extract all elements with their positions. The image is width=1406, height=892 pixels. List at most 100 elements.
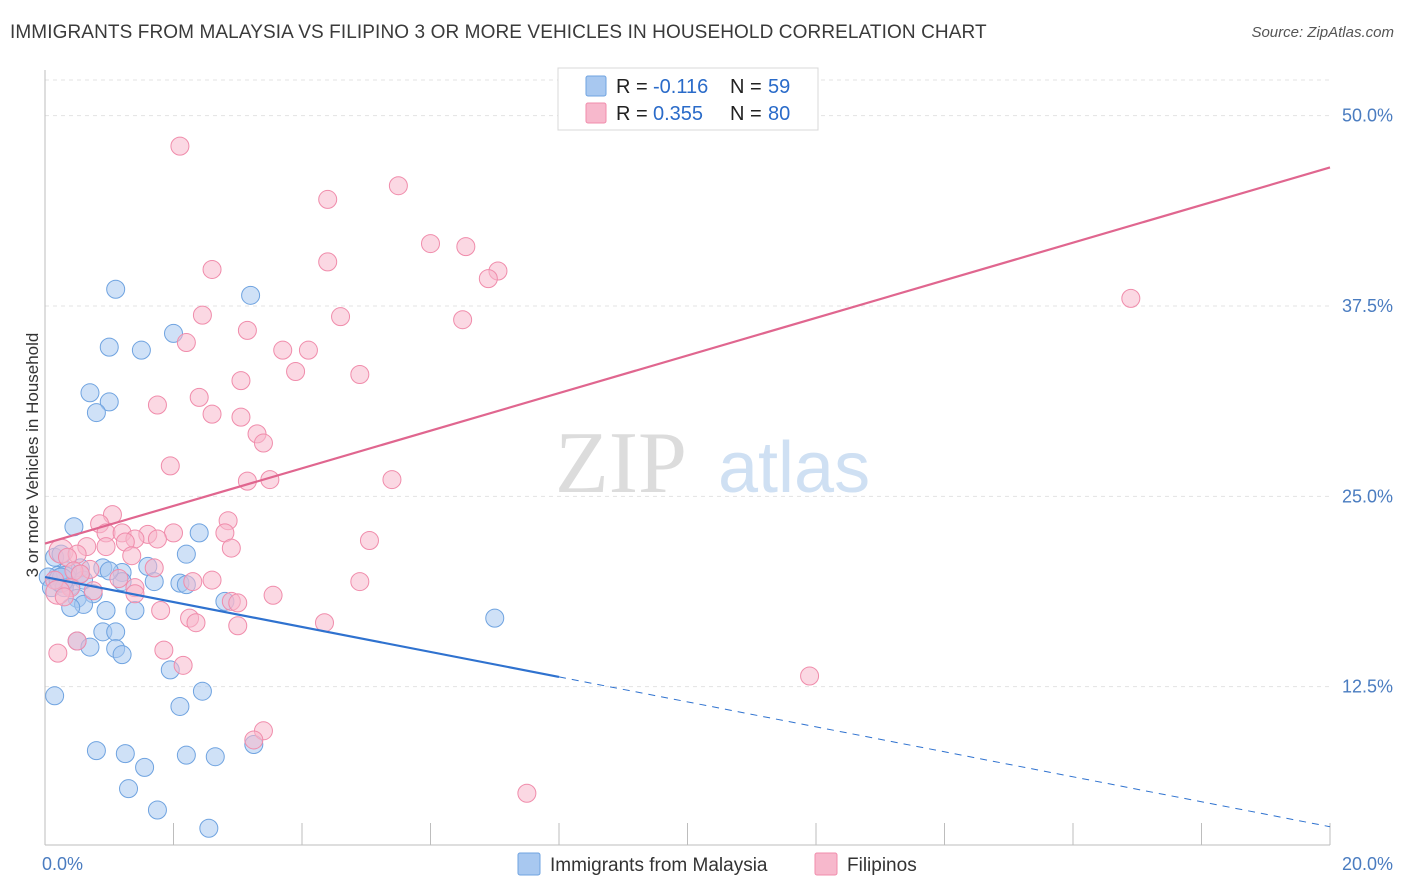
- point-filipinos-27: [237, 471, 257, 491]
- point-filipinos-1: [388, 176, 408, 196]
- point-filipinos-18: [350, 365, 370, 385]
- legend: R = -0.116 N = 59 R = 0.355 N = 80: [557, 67, 819, 131]
- point-filipinos-72: [48, 643, 68, 663]
- point-filipinos-5: [202, 259, 222, 279]
- point-filipinos-26: [160, 456, 180, 476]
- y-axis-label: 3 or more Vehicles in Household: [23, 333, 42, 578]
- point-filipinos-12: [453, 310, 473, 330]
- point-filipinos-15: [273, 340, 293, 360]
- legend-r-value-filipinos: 0.355: [653, 103, 703, 125]
- legend-r-label-malaysia: R =: [616, 76, 648, 98]
- trend-line-filipinos: [44, 166, 1331, 545]
- point-malaysia-3: [99, 337, 119, 357]
- point-filipinos-29: [382, 470, 402, 490]
- trend-line-malaysia: [44, 575, 560, 678]
- point-filipinos-22: [202, 404, 222, 424]
- legend-swatch-filipinos: [585, 102, 607, 124]
- point-filipinos-9: [1121, 288, 1141, 308]
- point-filipinos-62: [54, 587, 74, 607]
- point-filipinos-16: [298, 340, 318, 360]
- point-filipinos-6: [318, 252, 338, 272]
- point-filipinos-44: [221, 538, 241, 558]
- axes: [44, 70, 1331, 846]
- point-filipinos-10: [192, 305, 212, 325]
- point-malaysia-49: [176, 745, 196, 765]
- point-malaysia-9: [189, 523, 209, 543]
- point-filipinos-49: [144, 558, 164, 578]
- point-malaysia-4: [131, 340, 151, 360]
- point-filipinos-65: [151, 601, 171, 621]
- legend-n-label-filipinos: N =: [730, 103, 762, 125]
- point-filipinos-19: [231, 371, 251, 391]
- point-malaysia-52: [119, 779, 139, 799]
- point-filipinos-17: [286, 361, 306, 381]
- chart-title: IMMIGRANTS FROM MALAYSIA VS FILIPINO 3 O…: [10, 22, 987, 43]
- source-credit: Source: ZipAtlas.com: [1251, 24, 1394, 41]
- point-filipinos-39: [147, 529, 167, 549]
- point-malaysia-2: [164, 323, 183, 343]
- point-malaysia-45: [485, 608, 505, 628]
- watermark: ZIP atlas: [555, 415, 870, 512]
- point-filipinos-36: [164, 523, 183, 543]
- point-malaysia-42: [192, 681, 212, 701]
- point-filipinos-64: [263, 585, 283, 605]
- y-tick-label-2: 37.5%: [1342, 296, 1393, 316]
- series-label-filipinos: Filipinos: [847, 855, 917, 876]
- legend-r-label-filipinos: R =: [616, 103, 648, 125]
- tick-labels: 12.5% 25.0% 37.5% 50.0% 0.0% 20.0%: [42, 106, 1393, 874]
- x-tick-label-0: 0.0%: [42, 854, 83, 874]
- point-filipinos-79: [202, 570, 222, 590]
- point-filipinos-13: [237, 320, 257, 340]
- point-malaysia-33: [96, 601, 116, 621]
- watermark-zip: ZIP: [555, 415, 687, 512]
- point-filipinos-77: [517, 783, 537, 803]
- point-filipinos-71: [67, 631, 87, 651]
- legend-n-value-filipinos: 80: [768, 103, 790, 125]
- legend-r-value-malaysia: -0.116: [653, 76, 708, 98]
- data-points: [38, 136, 1141, 838]
- y-tick-label-3: 50.0%: [1342, 106, 1393, 126]
- point-filipinos-20: [189, 387, 209, 407]
- point-filipinos-11: [331, 307, 351, 327]
- point-malaysia-34: [125, 601, 145, 621]
- point-filipinos-76: [244, 730, 264, 750]
- point-malaysia-54: [199, 818, 219, 838]
- point-filipinos-4: [456, 237, 476, 257]
- trend-line-malaysia-projection: [558, 676, 1331, 828]
- point-filipinos-41: [359, 530, 379, 550]
- point-malaysia-51: [135, 757, 155, 777]
- point-malaysia-0: [106, 279, 126, 299]
- point-malaysia-43: [45, 686, 65, 706]
- point-filipinos-73: [173, 655, 193, 675]
- point-filipinos-3: [421, 234, 440, 254]
- point-filipinos-14: [176, 333, 196, 353]
- y-tick-label-0: 12.5%: [1342, 677, 1393, 697]
- point-malaysia-10: [176, 544, 196, 564]
- point-filipinos-67: [186, 613, 206, 633]
- point-malaysia-1: [241, 285, 261, 305]
- point-malaysia-53: [147, 800, 167, 820]
- point-malaysia-48: [115, 744, 135, 764]
- point-malaysia-47: [86, 741, 106, 761]
- legend-n-value-malaysia: 59: [768, 76, 790, 98]
- point-filipinos-70: [154, 640, 174, 660]
- x-tick-label-1: 20.0%: [1342, 854, 1393, 874]
- point-filipinos-23: [231, 407, 251, 427]
- point-malaysia-40: [112, 645, 132, 665]
- legend-swatch-malaysia: [585, 75, 607, 97]
- point-filipinos-74: [800, 666, 820, 686]
- series-label-malaysia: Immigrants from Malaysia: [550, 855, 768, 876]
- point-filipinos-78: [228, 593, 248, 613]
- point-malaysia-5: [80, 383, 100, 403]
- series-swatch-malaysia: [517, 852, 541, 876]
- point-filipinos-21: [147, 395, 167, 415]
- watermark-atlas: atlas: [718, 428, 870, 508]
- point-malaysia-6: [99, 392, 119, 412]
- point-filipinos-2: [318, 189, 338, 209]
- point-filipinos-48: [122, 546, 142, 566]
- legend-n-label-malaysia: N =: [730, 76, 762, 98]
- point-malaysia-7: [86, 403, 106, 423]
- series-swatch-filipinos: [814, 852, 838, 876]
- trend-lines: [44, 166, 1331, 828]
